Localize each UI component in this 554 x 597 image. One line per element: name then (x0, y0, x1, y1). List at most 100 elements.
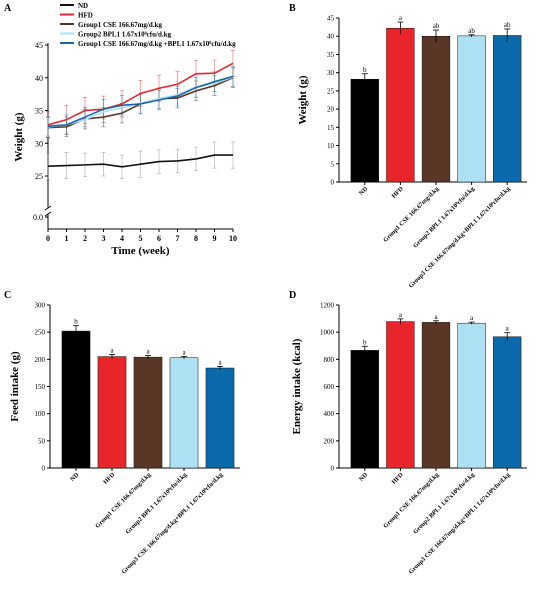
legend-label: Group1 CSE 166.67mg/d.kg (78, 21, 162, 29)
series-line-5 (47, 75, 234, 128)
x-tick-label: 0 (46, 234, 50, 243)
y-tick-label: 1000 (320, 329, 335, 337)
y-tick-label: 0.0 (33, 213, 43, 222)
y-axis-title: Weight (g) (13, 112, 25, 162)
bar (493, 336, 522, 469)
series-line-1 (47, 154, 233, 168)
bar (97, 356, 127, 469)
y-tick-label: 40 (35, 74, 43, 83)
y-tick-label: 0 (331, 179, 335, 187)
significance-letter: b (363, 338, 367, 346)
y-tick-label: 150 (35, 383, 46, 391)
y-tick-label: 1200 (320, 302, 335, 310)
x-tick-label: 1 (65, 234, 69, 243)
significance-letter: b (74, 318, 78, 326)
bar (386, 321, 415, 469)
x-tick-label: HFD (102, 471, 117, 486)
significance-letter: ab (468, 27, 475, 35)
bar (133, 356, 163, 469)
x-tick-label: HFD (390, 471, 405, 486)
y-tick-label: 25 (35, 172, 43, 181)
x-tick-label: 8 (194, 234, 198, 243)
bar (386, 27, 415, 183)
legend-label: HFD (78, 12, 93, 20)
y-tick-label: 50 (38, 437, 46, 445)
x-tick-label: Group2 BPL1 1.67x10⁸cfu/d.kg (412, 185, 477, 250)
significance-letter: a (434, 313, 438, 321)
y-tick-label: 35 (35, 107, 43, 116)
significance-letter: a (470, 314, 474, 322)
y-tick-label: 25 (327, 87, 335, 95)
y-tick-label: 10 (327, 142, 335, 150)
bar (350, 350, 379, 469)
x-tick-label: 6 (157, 234, 161, 243)
x-tick-label: Group2 BPL1 1.67x10⁸cfu/d.kg (412, 471, 477, 536)
y-tick-label: 200 (324, 437, 335, 445)
panel-d: D 0 200 400 600 800 1000 1200 Energy intake (kca… (289, 290, 527, 576)
y-tick-label: 250 (35, 329, 46, 337)
x-tick-label: ND (358, 185, 370, 197)
panel-c: C 0 50 100 150 200 250 300 Feed intake (g) b ND a HF… (4, 290, 240, 576)
bar (205, 367, 235, 469)
significance-letter: a (146, 348, 150, 356)
y-tick-label: 5 (331, 160, 335, 168)
panel-letter-d: D (289, 290, 296, 301)
significance-letter: a (218, 358, 222, 366)
y-axis-title: Feed intake (g) (9, 351, 21, 422)
panel-letter-b: B (289, 3, 296, 14)
y-tick-label: 40 (327, 33, 335, 41)
bar (457, 322, 486, 469)
significance-letter: a (182, 349, 186, 357)
y-tick-label: 45 (327, 15, 335, 23)
bar (421, 35, 451, 183)
y-tick-label: 800 (324, 356, 335, 364)
axis-break-mark (44, 205, 52, 211)
x-tick-label: 7 (176, 234, 180, 243)
y-axis-title: Energy intake (kcal) (291, 338, 303, 434)
x-tick-label: 2 (83, 234, 87, 243)
y-axis-title: Weight (g) (297, 75, 309, 125)
x-tick-label: 5 (139, 234, 143, 243)
significance-letter: ab (433, 22, 440, 30)
panel-letter-a: A (4, 3, 12, 14)
y-tick-label: 45 (35, 41, 43, 50)
x-tick-label: 4 (120, 234, 124, 243)
bar (421, 322, 451, 469)
bar (350, 78, 379, 183)
y-tick-label: 0 (331, 465, 335, 473)
x-tick-label: ND (69, 471, 81, 483)
significance-letter: a (506, 325, 510, 333)
significance-letter: ab (504, 21, 511, 29)
panel-b: B 0 5 10 15 20 25 30 35 40 45 Weight (g) b ND a HFD ab Gr… (289, 3, 527, 290)
axis-break-mark (44, 211, 52, 217)
legend-label: Group2 BPL1 1.67x10⁸cfu/d.kg (78, 31, 171, 39)
x-tick-label: 10 (229, 234, 237, 243)
x-tick-label: 9 (213, 234, 217, 243)
bar (493, 35, 522, 183)
y-tick-label: 200 (35, 356, 46, 364)
y-tick-label: 400 (324, 410, 335, 418)
significance-letter: b (363, 66, 367, 74)
y-tick-label: 20 (327, 106, 335, 114)
bar (61, 330, 91, 469)
x-tick-label: HFD (390, 185, 405, 200)
x-tick-label: ND (358, 471, 370, 483)
bar (457, 35, 486, 183)
y-tick-label: 100 (35, 410, 46, 418)
panel-letter-c: C (4, 290, 11, 301)
x-axis-title: Time (week) (111, 245, 169, 257)
x-tick-label: Group2 BPL1 1.67x10⁸cfu/d.kg (124, 471, 189, 536)
y-tick-label: 0 (42, 465, 46, 473)
bar (169, 357, 199, 469)
y-tick-label: 600 (324, 383, 335, 391)
significance-letter: a (399, 311, 403, 319)
y-tick-label: 15 (327, 124, 335, 132)
legend-label: Group1 CSE 166.67mg/d.kg +BPL1 1.67x10⁸c… (78, 40, 236, 48)
y-tick-label: 30 (327, 69, 335, 77)
y-tick-label: 30 (35, 139, 43, 148)
series-line-2 (47, 62, 234, 126)
legend-label: ND (78, 2, 88, 10)
significance-letter: a (399, 14, 403, 22)
